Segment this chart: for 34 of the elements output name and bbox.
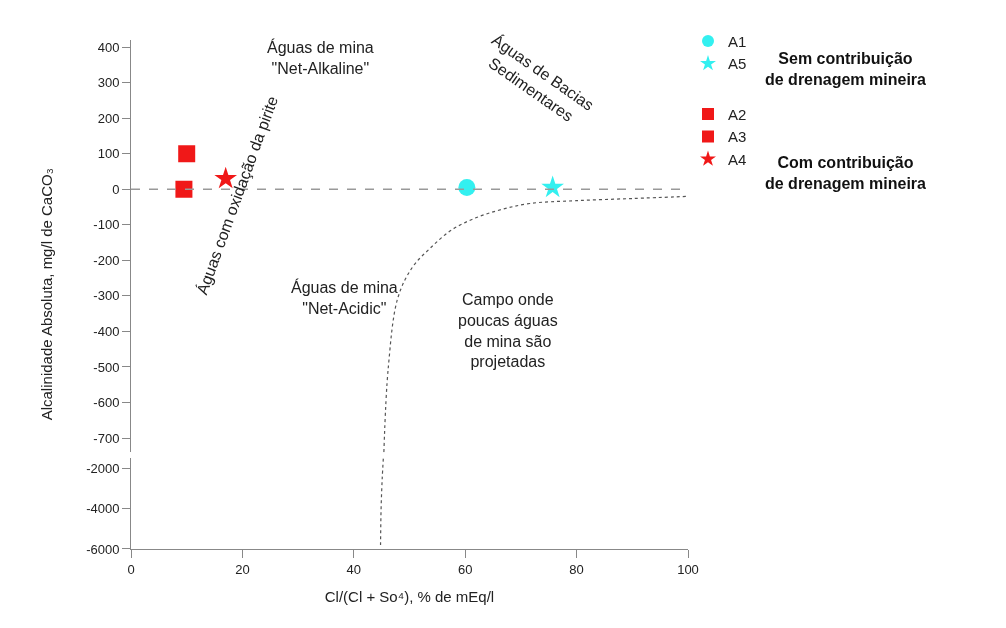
y-tick-label: 400 [97, 39, 120, 55]
y-tick-label: 0 [112, 181, 120, 197]
annotation: Campo onde poucas águas de mina são projetadas [458, 291, 558, 371]
x-axis-title: Cl/(Cl + So⁴), % de mEq/l [324, 587, 495, 605]
legend-label: A1 [728, 32, 747, 50]
legend-label: A4 [728, 150, 747, 168]
annotation: Águas de mina "Net-Alkaline" [267, 38, 374, 77]
y-tick-label: -300 [93, 288, 120, 304]
legend-label: A3 [728, 128, 747, 146]
x-tick-label: 20 [235, 561, 250, 577]
y-tick-label: -2000 [86, 461, 120, 477]
x-tick-label: 0 [127, 561, 135, 577]
text: Com contribuição de drenagem mineira [765, 154, 927, 192]
x-tick-label: 100 [677, 561, 699, 577]
annotation: Águas de mina "Net-Acidic" [291, 278, 398, 317]
x-tick-label: 60 [457, 561, 473, 577]
x-tick-label: 80 [569, 561, 584, 577]
y-tick-label: 100 [97, 146, 120, 162]
y-tick-label: -700 [93, 430, 120, 446]
x-tick-label: 40 [346, 561, 362, 577]
y-tick-label: -6000 [86, 541, 120, 557]
y-tick-label: -200 [93, 252, 120, 268]
y-tick-label: 200 [97, 110, 120, 126]
legend-label: A5 [728, 55, 747, 73]
y-tick-label: -100 [93, 217, 120, 233]
y-tick-label: -600 [93, 395, 120, 411]
line-series [379, 458, 384, 546]
y-tick-label: 300 [97, 75, 120, 91]
y-axis-title: Alcalinidade Absoluta, mg/l de CaCO₃ [38, 168, 56, 421]
text: Sem contribuição de drenagem mineira [765, 50, 927, 88]
y-tick-label: -400 [93, 324, 120, 339]
legend-label: A2 [728, 105, 747, 123]
y-tick-label: -4000 [86, 501, 120, 517]
y-tick-label: -500 [93, 359, 120, 375]
